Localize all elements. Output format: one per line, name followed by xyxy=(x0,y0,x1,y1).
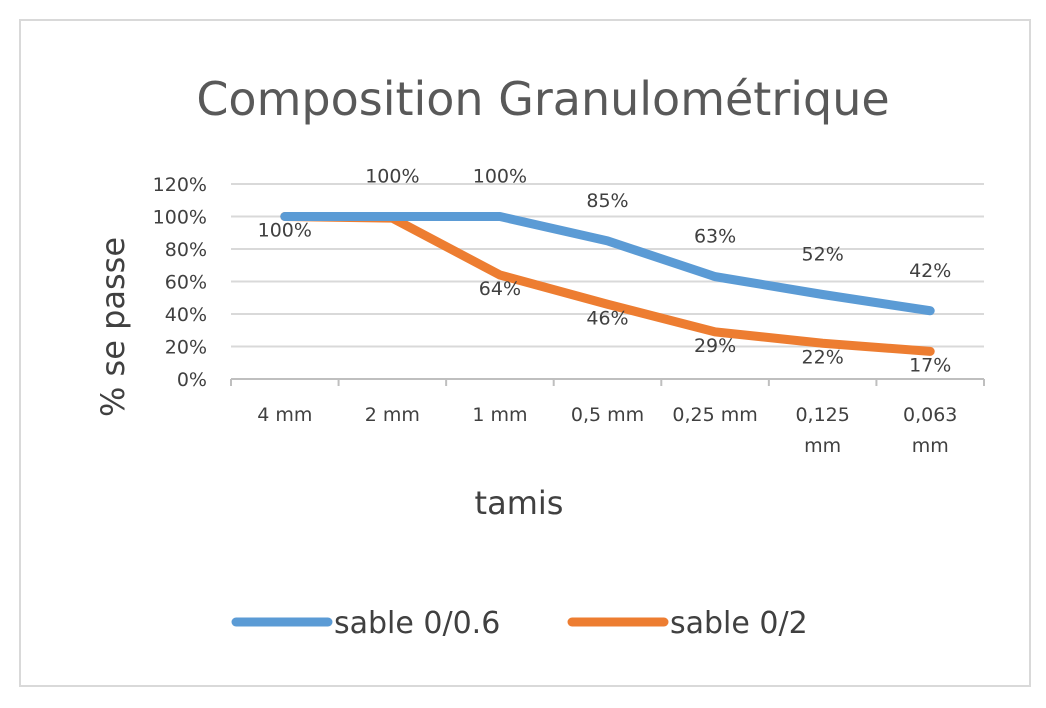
data-label: 64% xyxy=(479,278,521,300)
chart-title: Composition Granulométrique xyxy=(196,72,889,126)
data-label: 100% xyxy=(258,220,312,242)
data-labels: 100% 100% 85% 63% 52% 42% 100% 64% 46% 29% 22% 17% xyxy=(258,166,952,377)
data-label: 42% xyxy=(909,260,951,282)
data-label: 22% xyxy=(802,346,844,368)
x-category-label: 0,063 mm xyxy=(903,404,957,457)
data-label: 46% xyxy=(586,307,628,329)
y-tick-label: 80% xyxy=(165,239,207,261)
legend-label: sable 0/0.6 xyxy=(334,606,500,641)
data-label: 100% xyxy=(473,166,527,188)
y-tick-label: 40% xyxy=(165,304,207,326)
x-category-label: 0,5 mm xyxy=(571,404,644,426)
x-axis xyxy=(230,378,985,386)
data-label: 29% xyxy=(694,335,736,357)
y-tick-label: 100% xyxy=(153,207,207,229)
data-label: 17% xyxy=(909,354,951,376)
x-axis-title: tamis xyxy=(475,484,564,522)
data-label: 85% xyxy=(586,190,628,212)
x-category-label: 0,125 mm xyxy=(795,404,849,457)
y-tick-label: 120% xyxy=(153,174,207,196)
chart-svg: Composition Granulométrique % se passe t… xyxy=(94,72,985,641)
series-lines xyxy=(280,212,935,356)
x-category-label: 1 mm xyxy=(472,404,527,426)
data-label: 52% xyxy=(802,244,844,266)
x-category-label: 4 mm xyxy=(257,404,312,426)
chart-frame: Composition Granulométrique % se passe t… xyxy=(19,19,1031,687)
legend: sable 0/0.6 sable 0/2 xyxy=(231,606,808,641)
y-tick-label: 0% xyxy=(177,369,207,391)
data-label: 100% xyxy=(365,166,419,188)
series-line xyxy=(280,212,935,316)
legend-label: sable 0/2 xyxy=(670,606,808,641)
x-axis-categories: 4 mm 2 mm 1 mm 0,5 mm 0,25 mm 0,125 mm 0,063 mm xyxy=(257,404,957,457)
y-tick-label: 20% xyxy=(165,337,207,359)
y-axis-ticks: 0% 20% 40% 60% 80% 100% 120% xyxy=(153,174,207,391)
y-axis-title: % se passe xyxy=(94,237,132,417)
x-category-label: 2 mm xyxy=(365,404,420,426)
data-label: 63% xyxy=(694,226,736,248)
x-category-label: 0,25 mm xyxy=(672,404,757,426)
y-tick-label: 60% xyxy=(165,272,207,294)
